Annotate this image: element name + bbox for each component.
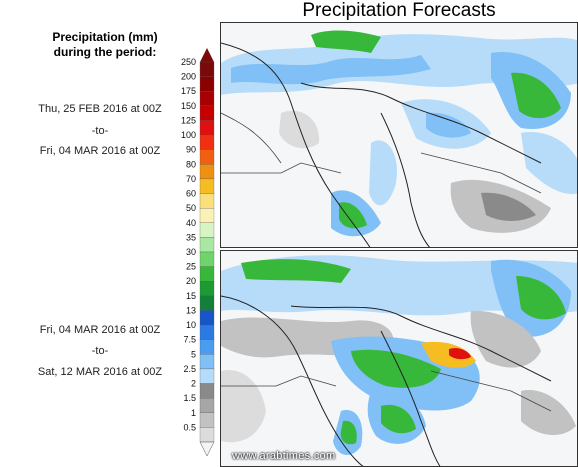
period-1-end: Fri, 04 MAR 2016 at 00Z bbox=[39, 145, 161, 157]
colorbar-swatch bbox=[199, 412, 215, 428]
colorbar-tick-label: 35 bbox=[186, 232, 196, 242]
colorbar-swatch bbox=[199, 310, 215, 326]
colorbar-tick-label: 200 bbox=[181, 72, 196, 82]
colorbar-tick-label: 2 bbox=[191, 379, 196, 389]
colorbar-tick-label: 2.5 bbox=[183, 364, 196, 374]
colorbar-tick-label: 70 bbox=[186, 174, 196, 184]
period-2-end: Sat, 12 MAR 2016 at 00Z bbox=[37, 366, 163, 378]
colorbar-swatch bbox=[199, 427, 215, 443]
colorbar-tick-label: 150 bbox=[181, 101, 196, 111]
precipitation-colorbar: 2502001751501251009080706050403530252015… bbox=[181, 48, 215, 457]
colorbar-swatch bbox=[199, 164, 215, 180]
forecast-map-period-2 bbox=[220, 250, 578, 467]
colorbar-tick-label: 125 bbox=[181, 115, 196, 125]
colorbar-swatch bbox=[199, 324, 215, 340]
colorbar-tick-label: 60 bbox=[186, 189, 196, 199]
colorbar-swatch bbox=[199, 251, 215, 267]
forecast-map-period-1 bbox=[220, 22, 578, 248]
colorbar-swatch bbox=[199, 178, 215, 194]
watermark: www.arabtimes.com bbox=[232, 450, 336, 462]
colorbar-tick-label: 20 bbox=[186, 276, 196, 286]
colorbar-swatch bbox=[199, 91, 215, 106]
colorbar-tick-label: 50 bbox=[186, 203, 196, 213]
colorbar-tick-label: 40 bbox=[186, 218, 196, 228]
colorbar-tick-label: 13 bbox=[186, 305, 196, 315]
colorbar-swatch bbox=[199, 339, 215, 355]
colorbar-swatch bbox=[199, 149, 215, 165]
colorbar-tick-label: 250 bbox=[181, 57, 196, 67]
legend-heading-line2: during the period: bbox=[53, 45, 157, 59]
map-1-canvas bbox=[221, 23, 577, 247]
colorbar-swatch bbox=[199, 354, 215, 370]
legend-heading: Precipitation (mm) during the period: bbox=[30, 30, 180, 60]
colorbar-tick-label: 1.5 bbox=[183, 393, 196, 403]
colorbar-tick-label: 175 bbox=[181, 86, 196, 96]
colorbar-swatch bbox=[199, 105, 215, 121]
colorbar-swatch bbox=[199, 237, 215, 253]
colorbar-tick-label: 15 bbox=[186, 291, 196, 301]
colorbar-swatch bbox=[199, 134, 215, 150]
colorbar-swatch bbox=[199, 61, 215, 77]
period-1-separator: -to- bbox=[91, 125, 109, 137]
colorbar-tick-label: 30 bbox=[186, 247, 196, 257]
colorbar-swatch bbox=[199, 120, 215, 136]
colorbar-swatch bbox=[199, 398, 215, 413]
colorbar-tick-label: 80 bbox=[186, 159, 196, 169]
colorbar-tick-label: 1 bbox=[191, 408, 196, 418]
colorbar-swatch bbox=[199, 281, 215, 296]
colorbar-tick-label: 90 bbox=[186, 145, 196, 155]
colorbar-swatch bbox=[199, 266, 215, 282]
period-2-start: Fri, 04 MAR 2016 at 00Z bbox=[39, 324, 161, 336]
colorbar-swatch bbox=[199, 193, 215, 209]
colorbar-tick-label: 100 bbox=[181, 130, 196, 140]
map-2-canvas bbox=[221, 251, 577, 466]
colorbar-tick-label: 7.5 bbox=[183, 335, 196, 345]
legend-heading-line1: Precipitation (mm) bbox=[52, 30, 158, 44]
colorbar-swatch bbox=[199, 76, 215, 92]
colorbar-tick-label: 10 bbox=[186, 320, 196, 330]
colorbar-swatch bbox=[199, 383, 215, 399]
page-title: Precipitation Forecasts bbox=[302, 0, 496, 21]
colorbar-tick-label: 0.5 bbox=[183, 422, 196, 432]
colorbar-tick-label: 25 bbox=[186, 262, 196, 272]
colorbar-top-arrow bbox=[200, 48, 214, 62]
colorbar-swatch bbox=[199, 208, 215, 223]
colorbar-bottom-arrow bbox=[199, 441, 215, 457]
colorbar-swatch bbox=[199, 222, 215, 238]
period-1-start: Thu, 25 FEB 2016 at 00Z bbox=[38, 103, 162, 115]
colorbar-swatch bbox=[199, 295, 215, 311]
colorbar-tick-label: 5 bbox=[191, 349, 196, 359]
colorbar-swatch bbox=[199, 368, 215, 384]
period-2-separator: -to- bbox=[91, 345, 109, 357]
